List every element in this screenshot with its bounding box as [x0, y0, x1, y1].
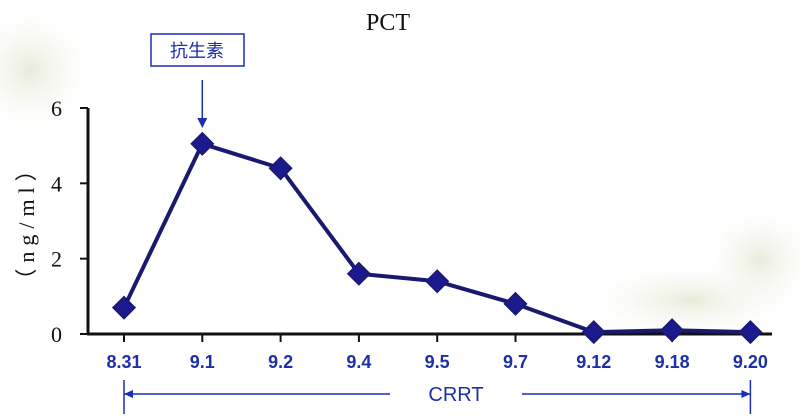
y-tick-label: 6 [51, 96, 62, 121]
x-tick-label: 9.20 [733, 352, 768, 372]
antibiotic-arrow-head [197, 118, 208, 128]
y-axis-label: （ng/ml） [14, 153, 39, 290]
data-point [581, 320, 606, 345]
x-tick-label: 8.31 [106, 352, 141, 372]
x-tick-label: 9.7 [503, 352, 528, 372]
antibiotic-annotation-box [150, 33, 245, 67]
y-tick-label: 0 [51, 322, 62, 347]
data-point [503, 291, 528, 316]
series-line [122, 141, 751, 335]
data-point [268, 156, 293, 181]
crrt-arrow-head-left [124, 390, 133, 398]
antibiotic-annotation-label: 抗生素 [170, 41, 224, 62]
x-tick-label: 9.1 [190, 352, 215, 372]
data-point [111, 295, 137, 320]
y-tick-label: 2 [51, 247, 62, 272]
x-tick-label: 9.12 [576, 352, 611, 372]
x-tick-label: 9.2 [268, 352, 293, 372]
crrt-arrow-head-right [741, 390, 751, 398]
data-point [425, 269, 450, 294]
y-tick-label: 4 [51, 171, 62, 196]
crrt-label: CRRT [428, 384, 483, 406]
data-point [346, 261, 371, 286]
chart-title: PCT [366, 10, 410, 36]
x-tick-label: 9.18 [655, 352, 690, 372]
data-point [738, 320, 763, 345]
x-tick-label: 9.4 [346, 352, 371, 372]
x-tick-label: 9.5 [425, 352, 450, 372]
data-point [190, 131, 215, 156]
data-point [660, 318, 685, 343]
